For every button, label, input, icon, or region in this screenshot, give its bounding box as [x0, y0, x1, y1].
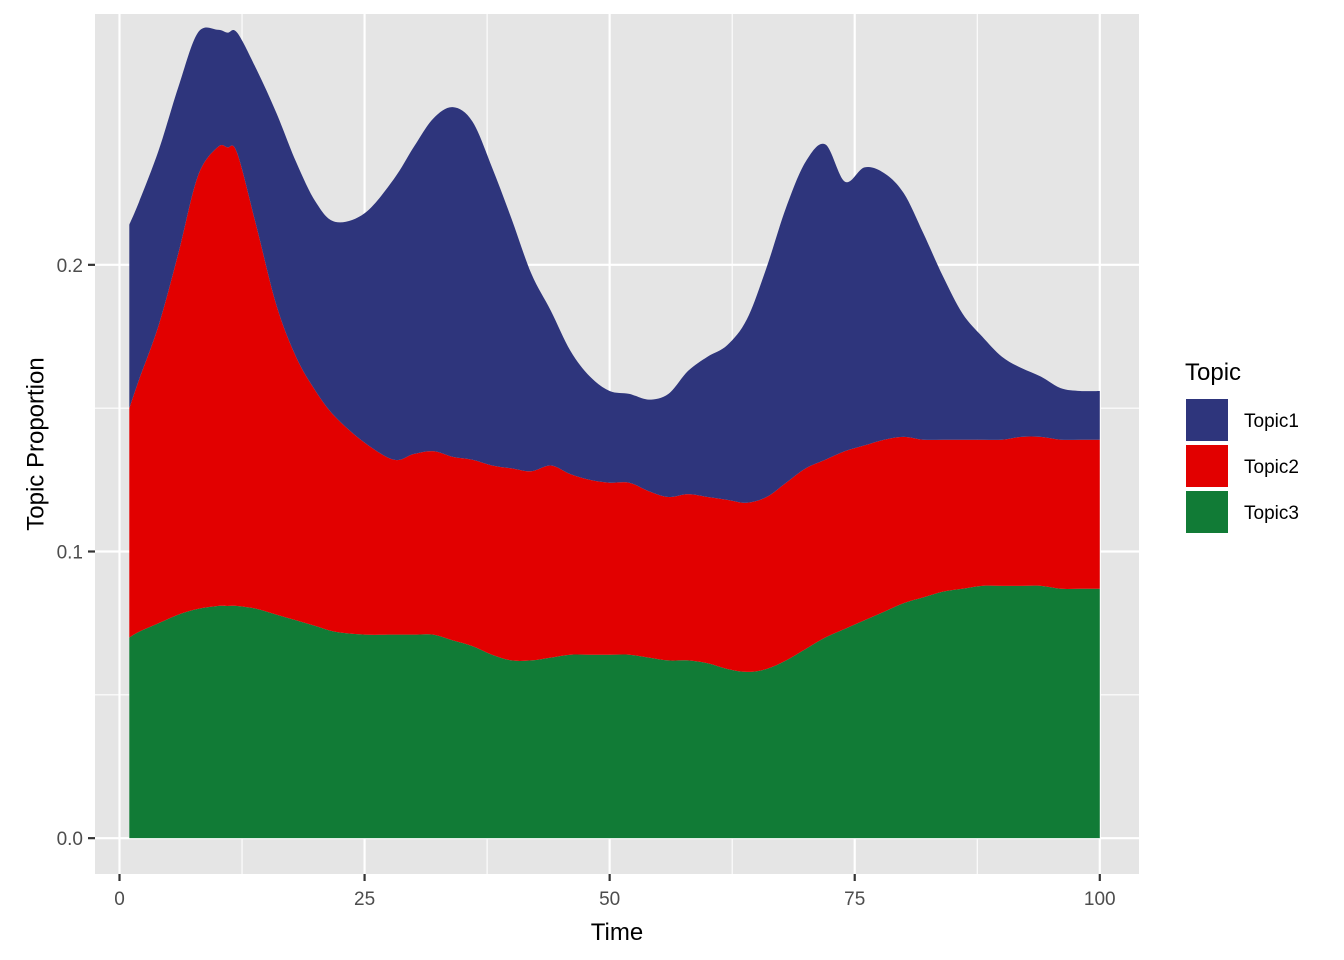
area-topic1 — [129, 27, 1100, 503]
legend-key-topic3 — [1184, 489, 1230, 535]
y-tick-label: 0.2 — [57, 256, 83, 277]
area-topic3 — [129, 585, 1100, 839]
legend-title: Topic — [1185, 359, 1241, 386]
y-axis: 0.0 0.1 0.2 — [57, 256, 95, 850]
legend-key-topic1 — [1184, 397, 1230, 443]
x-tick-label: 25 — [354, 889, 375, 910]
x-axis-title: Time — [591, 919, 643, 946]
legend-key-topic2 — [1184, 443, 1230, 489]
y-axis-title: Topic Proportion — [22, 357, 49, 530]
x-tick-label: 75 — [844, 889, 865, 910]
legend-label: Topic1 — [1244, 411, 1299, 432]
y-tick-label: 0.0 — [57, 829, 83, 850]
x-tick-label: 100 — [1084, 889, 1116, 910]
legend-label: Topic3 — [1244, 503, 1299, 524]
legend: Topic Topic1 Topic2 Topic3 — [1184, 359, 1299, 535]
legend-label: Topic2 — [1244, 457, 1299, 478]
area-series — [129, 27, 1100, 839]
y-tick-label: 0.1 — [57, 543, 83, 564]
x-tick-label: 0 — [114, 889, 125, 910]
x-axis: 0 25 50 75 100 — [114, 874, 1116, 910]
area-topic2 — [129, 144, 1100, 672]
x-tick-label: 50 — [599, 889, 620, 910]
